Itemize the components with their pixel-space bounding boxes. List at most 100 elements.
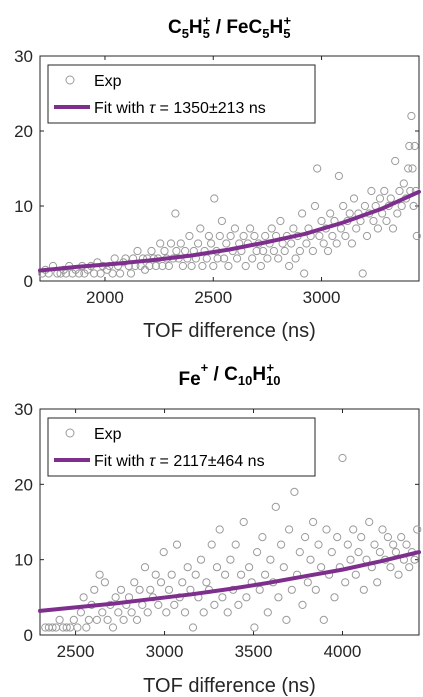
chart-panel-top: 0 10 20 30 2000 2500 3000 TOF difference (ns) C5… xyxy=(14,13,421,342)
data-point xyxy=(172,540,182,549)
data-point xyxy=(412,231,421,241)
data-point xyxy=(223,608,232,617)
data-point xyxy=(246,224,255,233)
data-point xyxy=(341,578,350,587)
data-point xyxy=(349,194,359,203)
data-point xyxy=(226,231,235,241)
data-point xyxy=(383,533,392,542)
data-point xyxy=(130,578,139,587)
data-point xyxy=(349,525,358,534)
data-point xyxy=(389,540,398,549)
data-point xyxy=(300,269,309,278)
data-point xyxy=(226,555,235,564)
data-point xyxy=(250,231,259,241)
data-point xyxy=(231,540,240,549)
x-tick-label: 2000 xyxy=(86,288,124,307)
data-point xyxy=(250,623,259,632)
data-point xyxy=(185,231,194,241)
data-point xyxy=(98,608,107,617)
data-point xyxy=(409,201,418,211)
data-point xyxy=(397,201,406,211)
data-point xyxy=(213,254,222,263)
data-point xyxy=(282,615,291,625)
data-point xyxy=(310,201,320,211)
data-point xyxy=(326,209,335,218)
data-point xyxy=(323,246,333,256)
data-point xyxy=(215,231,224,241)
data-point xyxy=(194,239,203,248)
x-tick-label: 4000 xyxy=(324,642,362,661)
data-point xyxy=(119,615,128,625)
data-point xyxy=(256,261,265,271)
data-point xyxy=(178,261,187,271)
data-point xyxy=(180,608,190,617)
data-point xyxy=(370,540,379,549)
data-point xyxy=(241,261,250,271)
data-point xyxy=(301,533,310,542)
y-tick-label: 10 xyxy=(14,197,33,216)
data-point xyxy=(394,570,403,579)
data-point xyxy=(352,224,361,233)
data-point xyxy=(222,239,231,248)
data-point xyxy=(233,254,242,263)
data-point xyxy=(274,254,283,263)
data-point xyxy=(230,224,239,233)
data-point xyxy=(408,164,417,173)
data-point xyxy=(178,578,187,587)
data-point xyxy=(79,593,88,602)
data-point xyxy=(248,254,257,263)
data-point xyxy=(162,608,171,617)
data-point xyxy=(295,548,304,557)
data-point xyxy=(391,156,400,166)
data-point xyxy=(330,593,339,602)
legend-label-exp: Exp xyxy=(94,426,122,443)
data-point xyxy=(127,608,136,617)
data-point xyxy=(245,563,254,572)
data-point xyxy=(386,194,395,203)
data-point xyxy=(291,254,300,263)
data-point xyxy=(298,600,307,610)
data-point xyxy=(210,600,219,610)
data-point xyxy=(407,111,416,121)
data-point xyxy=(373,578,382,587)
data-point xyxy=(375,548,384,557)
data-point xyxy=(82,623,91,632)
data-point xyxy=(111,593,120,602)
legend-box xyxy=(47,417,316,477)
data-point xyxy=(218,593,227,602)
data-point xyxy=(261,570,270,579)
exp-markers xyxy=(38,111,421,278)
chart-panel-bottom: 0 10 20 30 2500 3000 3500 4000 TOF difference (n… xyxy=(14,360,422,697)
data-point xyxy=(338,453,347,463)
data-point xyxy=(95,570,104,579)
data-point xyxy=(73,623,82,632)
data-point xyxy=(402,540,411,549)
data-point xyxy=(108,623,118,632)
data-point xyxy=(183,563,192,572)
data-point xyxy=(289,224,298,233)
data-point xyxy=(252,246,261,256)
data-point xyxy=(242,593,251,602)
data-point xyxy=(369,216,378,226)
data-point xyxy=(210,194,219,203)
data-point xyxy=(303,578,312,587)
data-point xyxy=(319,239,328,248)
fit-line xyxy=(38,550,421,613)
data-point xyxy=(339,201,348,211)
data-point xyxy=(55,615,64,625)
data-point xyxy=(188,623,198,632)
data-point xyxy=(84,615,94,625)
data-point xyxy=(280,246,289,256)
data-point xyxy=(404,164,413,173)
data-point xyxy=(317,563,326,572)
data-point xyxy=(295,246,304,256)
data-point xyxy=(357,533,366,542)
data-point xyxy=(319,615,328,625)
data-point xyxy=(253,548,262,557)
data-point xyxy=(158,261,167,271)
data-point xyxy=(199,608,208,617)
data-point xyxy=(388,224,398,233)
y-tick-label: 10 xyxy=(14,551,33,570)
data-point xyxy=(306,555,315,564)
data-point xyxy=(269,246,278,256)
